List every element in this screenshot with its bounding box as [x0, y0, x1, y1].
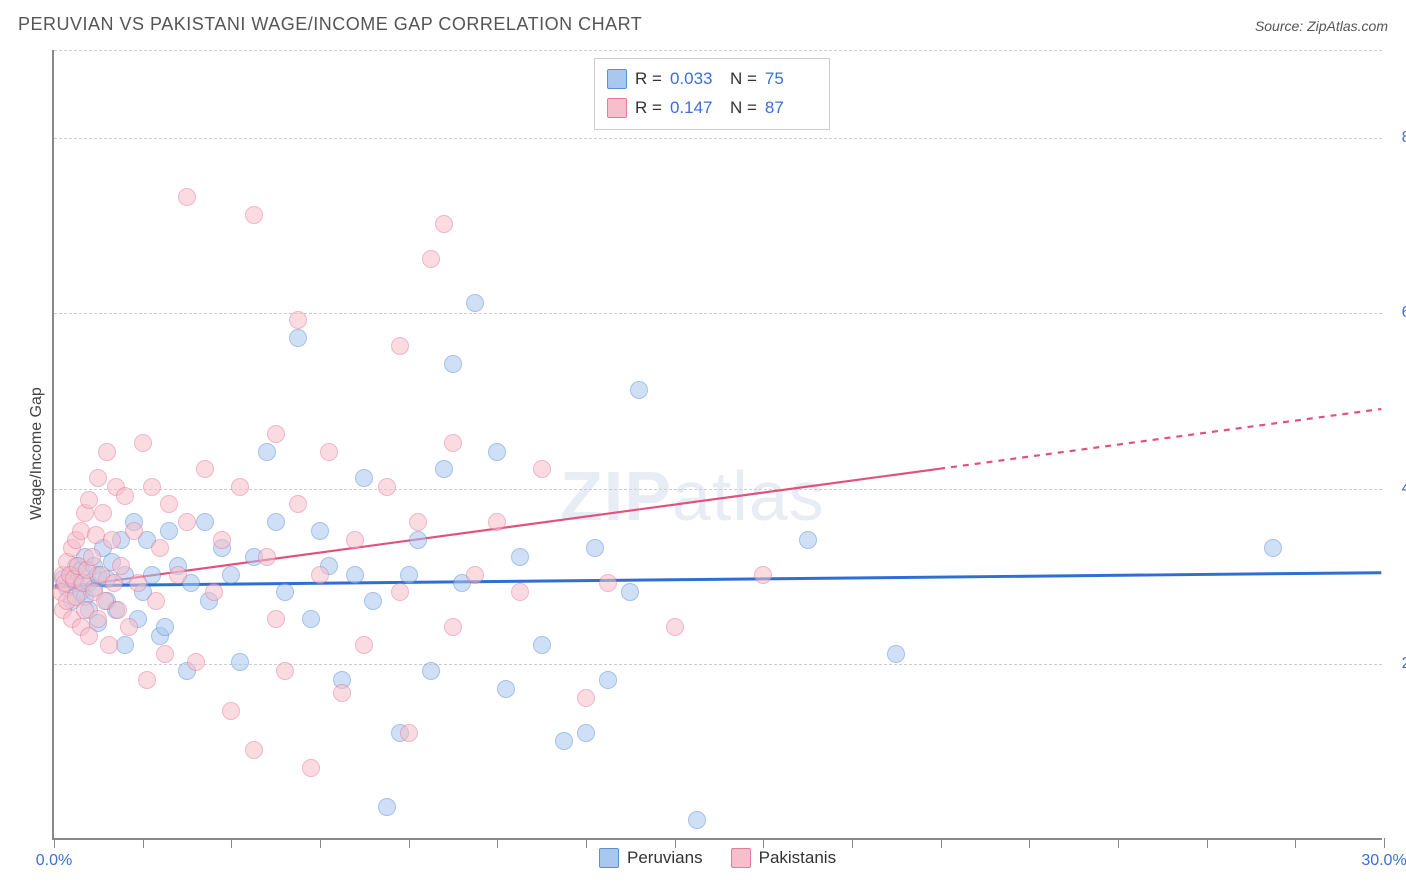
n-label: N =: [730, 65, 757, 94]
r-value: 0.147: [670, 94, 722, 123]
x-tick-label: 0.0%: [36, 852, 72, 870]
x-tick: [1207, 838, 1208, 848]
legend-stats: R = 0.033 N = 75 R = 0.147 N = 87: [594, 58, 830, 130]
legend-stats-row: R = 0.033 N = 75: [607, 65, 817, 94]
n-value: 75: [765, 65, 817, 94]
n-value: 87: [765, 94, 817, 123]
x-tick: [320, 838, 321, 848]
trend-line-solid: [55, 469, 939, 589]
x-tick: [497, 838, 498, 848]
trend-lines-svg: [54, 50, 1382, 838]
y-tick-label: 20.0%: [1402, 655, 1406, 673]
x-tick: [143, 838, 144, 848]
legend-series-label: Pakistanis: [759, 848, 836, 868]
trend-line-dashed: [939, 409, 1381, 469]
y-tick-label: 80.0%: [1402, 129, 1406, 147]
x-tick: [586, 838, 587, 848]
x-tick-label: 30.0%: [1361, 852, 1406, 870]
x-tick: [941, 838, 942, 848]
x-tick: [675, 838, 676, 848]
legend-series: Peruvians Pakistanis: [599, 848, 836, 868]
x-tick: [409, 838, 410, 848]
x-tick: [1384, 838, 1385, 848]
x-tick: [1295, 838, 1296, 848]
legend-swatch: [607, 69, 627, 89]
legend-stats-row: R = 0.147 N = 87: [607, 94, 817, 123]
legend-series-item: Peruvians: [599, 848, 703, 868]
chart-title: PERUVIAN VS PAKISTANI WAGE/INCOME GAP CO…: [18, 14, 642, 35]
x-tick: [54, 838, 55, 848]
y-tick-label: 40.0%: [1402, 480, 1406, 498]
x-tick: [852, 838, 853, 848]
legend-series-label: Peruvians: [627, 848, 703, 868]
x-tick: [1118, 838, 1119, 848]
r-value: 0.033: [670, 65, 722, 94]
y-tick-label: 60.0%: [1402, 304, 1406, 322]
x-tick: [1029, 838, 1030, 848]
legend-swatch: [607, 98, 627, 118]
legend-series-item: Pakistanis: [731, 848, 836, 868]
r-label: R =: [635, 94, 662, 123]
legend-swatch: [599, 848, 619, 868]
r-label: R =: [635, 65, 662, 94]
y-axis-label: Wage/Income Gap: [28, 387, 46, 520]
x-tick: [763, 838, 764, 848]
n-label: N =: [730, 94, 757, 123]
x-tick: [231, 838, 232, 848]
plot-area: ZIPatlas R =0.033N =75R =0.147N =87 Peru…: [52, 50, 1382, 840]
trend-line: [55, 573, 1382, 586]
chart-container: PERUVIAN VS PAKISTANI WAGE/INCOME GAP CO…: [0, 0, 1406, 892]
legend-swatch: [731, 848, 751, 868]
source-label: Source: ZipAtlas.com: [1255, 18, 1388, 34]
